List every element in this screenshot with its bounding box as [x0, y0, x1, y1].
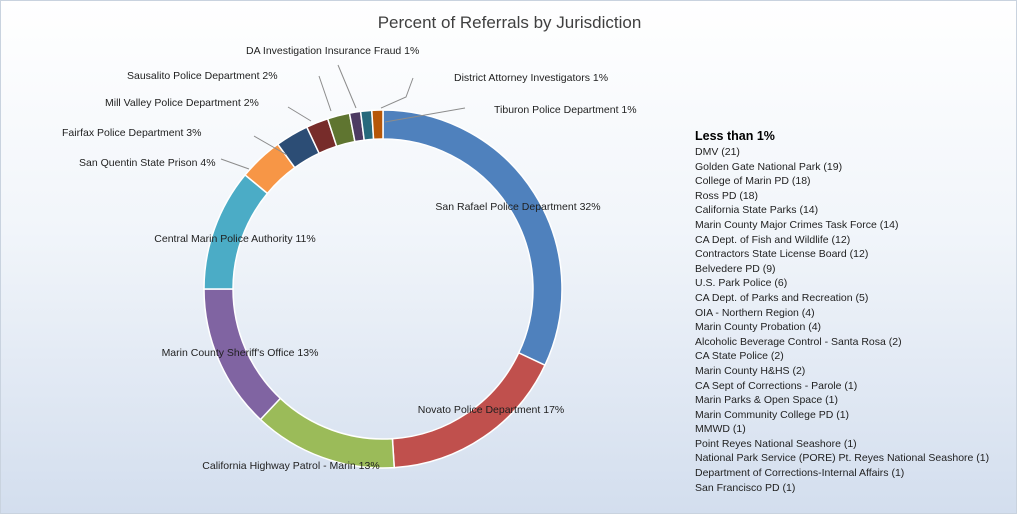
slice-label: Fairfax Police Department 3%: [62, 127, 201, 139]
leader-line: [253, 135, 288, 156]
note-item: Marin Parks & Open Space (1): [695, 394, 838, 407]
leader-line: [384, 107, 466, 123]
note-list: DMV (21) Golden Gate National Park (19) Co…: [695, 145, 989, 495]
note-item: National Park Service (PORE) Pt. Reyes N…: [695, 452, 990, 465]
leader-line: [318, 75, 332, 112]
leader-line: [337, 64, 357, 109]
note-item: Marin County Major Crimes Task Force (14…: [695, 218, 899, 231]
slice-label: DA Investigation Insurance Fraud 1%: [246, 45, 419, 57]
donut-slice: [370, 109, 384, 141]
note-item: CA State Police (2): [695, 350, 784, 363]
note-item: Golden Gate National Park (19): [695, 160, 843, 173]
slice-label: Tiburon Police Department 1%: [494, 104, 637, 116]
slice-label: San Quentin State Prison 4%: [79, 157, 216, 169]
note-item: CA Dept. of Parks and Recreation (5): [695, 291, 869, 304]
note-title: Less than 1%: [695, 129, 775, 143]
note-item: Marin Community College PD (1): [695, 408, 850, 421]
note-item: DMV (21): [695, 146, 740, 158]
note-item: Point Reyes National Seashore (1): [695, 437, 857, 450]
note-item: OIA - Northern Region (4): [695, 306, 815, 319]
note-item: CA Sept of Corrections - Parole (1): [695, 379, 858, 392]
leader-line: [287, 106, 312, 122]
note-item: Alcoholic Beverage Control - Santa Rosa …: [695, 335, 902, 348]
slice-label: San Rafael Police Department 32%: [435, 201, 600, 213]
donut-slice: [382, 109, 563, 367]
slice-label: California Highway Patrol - Marin 13%: [202, 460, 379, 472]
note-item: CA Dept. of Fish and Wildlife (12): [695, 233, 851, 246]
note-item: MMWD (1): [695, 423, 746, 436]
slice-label: Mill Valley Police Department 2%: [105, 97, 259, 109]
slice-label: Sausalito Police Department 2%: [127, 70, 278, 82]
donut-slice: [203, 173, 269, 290]
note-item: Belvedere PD (9): [695, 262, 776, 275]
note-item: U.S. Park Police (6): [695, 277, 788, 290]
note-item: Marin County H&HS (2): [695, 364, 806, 377]
note-item: College of Marin PD (18): [695, 175, 811, 188]
slice-label: Marin County Sheriff's Office 13%: [162, 347, 319, 359]
less-than-one-percent-note: Less than 1% DMV (21) Golden Gate Nationa…: [695, 129, 989, 495]
note-item: San Francisco PD (1): [695, 481, 796, 494]
note-item: Contractors State License Board (12): [695, 248, 869, 261]
slice-label: Novato Police Department 17%: [418, 404, 565, 416]
leader-line: [220, 158, 250, 170]
note-item: Marin County Probation (4): [695, 321, 822, 334]
leader-line: [380, 77, 414, 109]
note-item: Department of Corrections-Internal Affai…: [695, 467, 905, 480]
donut-slice: [259, 397, 396, 469]
note-item: Ross PD (18): [695, 189, 759, 202]
note-item: California State Parks (14): [695, 204, 819, 217]
chart-title: Percent of Referrals by Jurisdiction: [377, 13, 642, 32]
slice-label: Central Marin Police Authority 11%: [154, 233, 315, 245]
slice-label: District Attorney Investigators 1%: [454, 72, 608, 84]
